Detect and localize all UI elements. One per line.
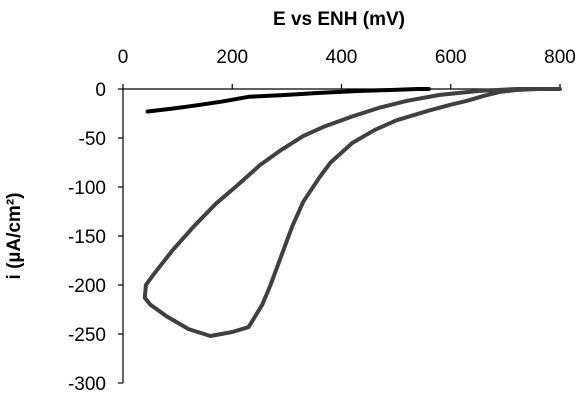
y-tick-label: -200 xyxy=(68,276,106,297)
y-axis-title: i (µA/cm²) xyxy=(4,193,25,280)
x-axis-title: E vs ENH (mV) xyxy=(273,9,405,30)
y-tick-label: 0 xyxy=(95,80,106,101)
y-tick-label: -300 xyxy=(68,374,106,395)
x-axis-ticks: 0 200 400 600 800 xyxy=(118,47,576,89)
series-line-2 xyxy=(142,87,562,338)
x-tick-label: 800 xyxy=(544,47,576,68)
x-tick-label: 0 xyxy=(118,47,129,68)
y-axis-ticks: 0 -50 -100 -150 -200 -250 -300 xyxy=(68,80,123,395)
y-tick-label: -250 xyxy=(68,325,106,346)
x-tick-label: 200 xyxy=(216,47,248,68)
y-tick-label: -150 xyxy=(68,227,106,248)
x-tick-label: 600 xyxy=(435,47,467,68)
x-tick-label: 400 xyxy=(326,47,358,68)
series-line-1 xyxy=(145,87,431,114)
y-tick-label: -50 xyxy=(79,129,106,150)
series-layer xyxy=(142,87,562,338)
y-tick-label: -100 xyxy=(68,178,106,199)
